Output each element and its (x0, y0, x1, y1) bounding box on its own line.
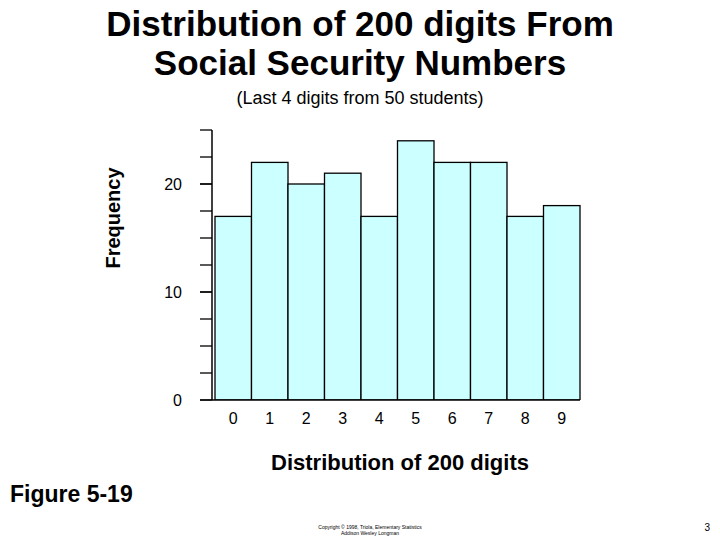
bar (252, 162, 289, 400)
y-tick-label: 20 (164, 176, 182, 193)
x-tick-label: 9 (557, 410, 566, 427)
x-tick-label: 3 (338, 410, 347, 427)
bars (215, 141, 580, 400)
bar (361, 216, 398, 400)
bar (507, 216, 544, 400)
subtitle: (Last 4 digits from 50 students) (0, 88, 720, 109)
minor-tick (200, 264, 212, 265)
minor-tick (200, 372, 212, 373)
bar (471, 162, 508, 400)
x-tick-label: 2 (302, 410, 311, 427)
y-tick-label: 10 (164, 284, 182, 301)
x-axis (212, 399, 580, 401)
minor-tick (200, 318, 212, 319)
title: Distribution of 200 digits From Social S… (60, 4, 660, 82)
x-tick-label: 8 (521, 410, 530, 427)
minor-tick (200, 210, 212, 211)
bar (288, 184, 325, 400)
y-tick (200, 291, 212, 292)
minor-tick (200, 129, 212, 130)
bar (325, 173, 362, 400)
minor-tick (200, 291, 212, 292)
minor-tick (200, 183, 212, 184)
bar (215, 216, 252, 400)
x-tick-label: 5 (411, 410, 420, 427)
x-tick-label: 7 (484, 410, 493, 427)
y-tick-label: 0 (173, 392, 182, 409)
chart: 0 10 20 0 1 2 3 4 5 6 7 8 9 Distribution of 200 digit… (0, 0, 720, 540)
footer-line: Copyright © 1998, Triola, Elementary Sta… (290, 524, 450, 530)
y-tick (200, 399, 212, 400)
minor-tick (200, 345, 212, 346)
page-number: 3 (690, 522, 710, 533)
figure-label: Figure 5-19 (10, 481, 133, 508)
minor-tick (200, 237, 212, 238)
x-tick-label: 4 (375, 410, 384, 427)
x-tick-label: 0 (229, 410, 238, 427)
footer-line: Addison Wesley Longman (290, 530, 450, 536)
x-axis-label: Distribution of 200 digits (271, 450, 529, 475)
y-tick (200, 183, 212, 184)
x-tick-label: 6 (448, 410, 457, 427)
footer: Copyright © 1998, Triola, Elementary Sta… (290, 524, 450, 536)
y-axis-label: Frequency (102, 167, 124, 269)
minor-tick (200, 156, 212, 157)
bar (544, 206, 581, 400)
minor-tick (200, 399, 212, 400)
bar (398, 141, 435, 400)
x-tick-label: 1 (265, 410, 274, 427)
bar (434, 162, 471, 400)
